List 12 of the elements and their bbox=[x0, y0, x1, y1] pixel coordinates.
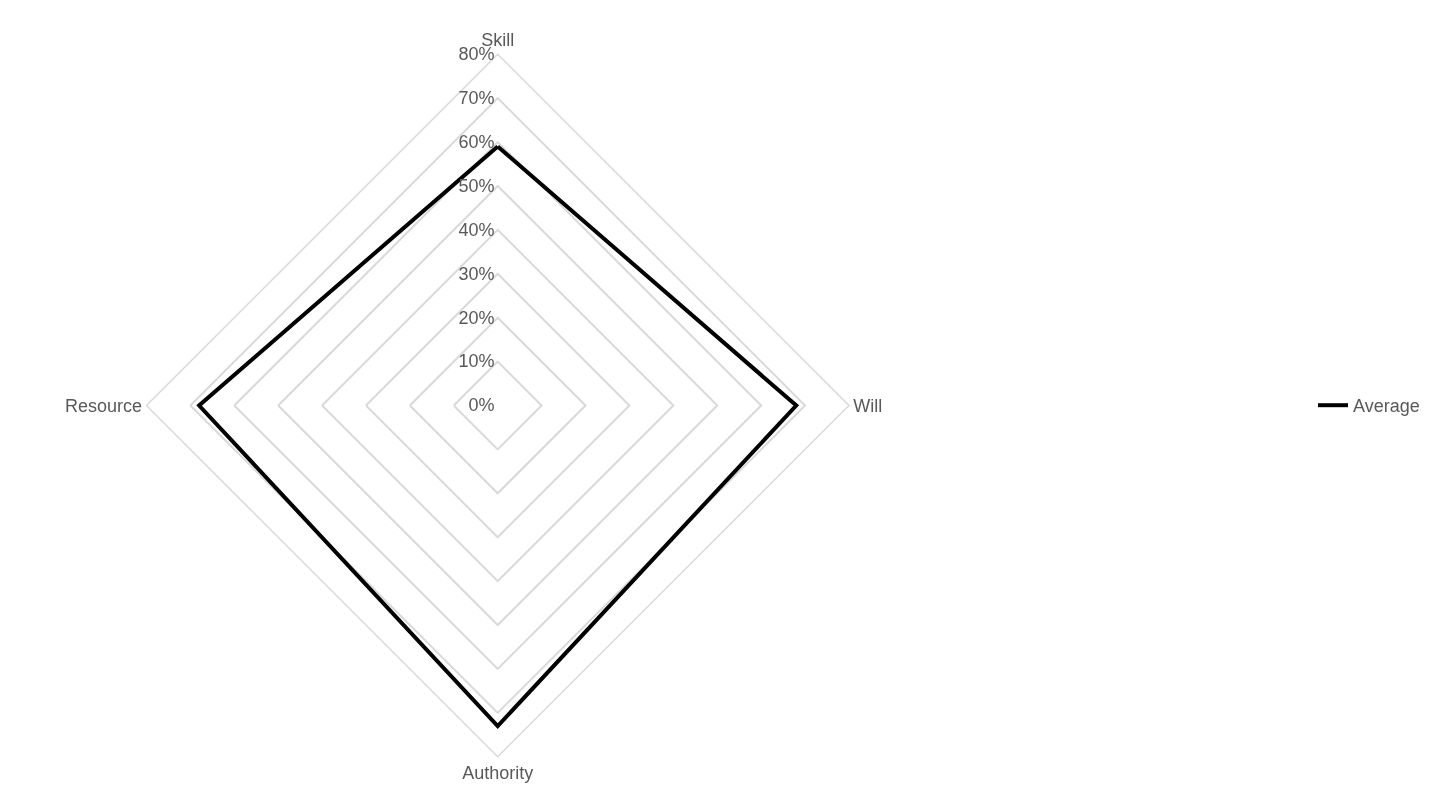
legend-label: Average bbox=[1353, 396, 1420, 417]
y-tick-label: 30% bbox=[458, 263, 495, 284]
spoke-label: Resource bbox=[65, 395, 143, 416]
y-tick-label: 50% bbox=[458, 175, 495, 196]
spoke-label: Authority bbox=[462, 763, 534, 784]
y-tick-label: 70% bbox=[458, 88, 495, 109]
y-tick-label: 0% bbox=[468, 395, 495, 416]
y-tick-label: 60% bbox=[458, 131, 495, 152]
y-tick-label: 40% bbox=[458, 219, 495, 240]
y-tick-label: 20% bbox=[458, 307, 495, 328]
spoke-label: Will bbox=[853, 395, 883, 416]
y-tick-label: 10% bbox=[458, 351, 495, 372]
